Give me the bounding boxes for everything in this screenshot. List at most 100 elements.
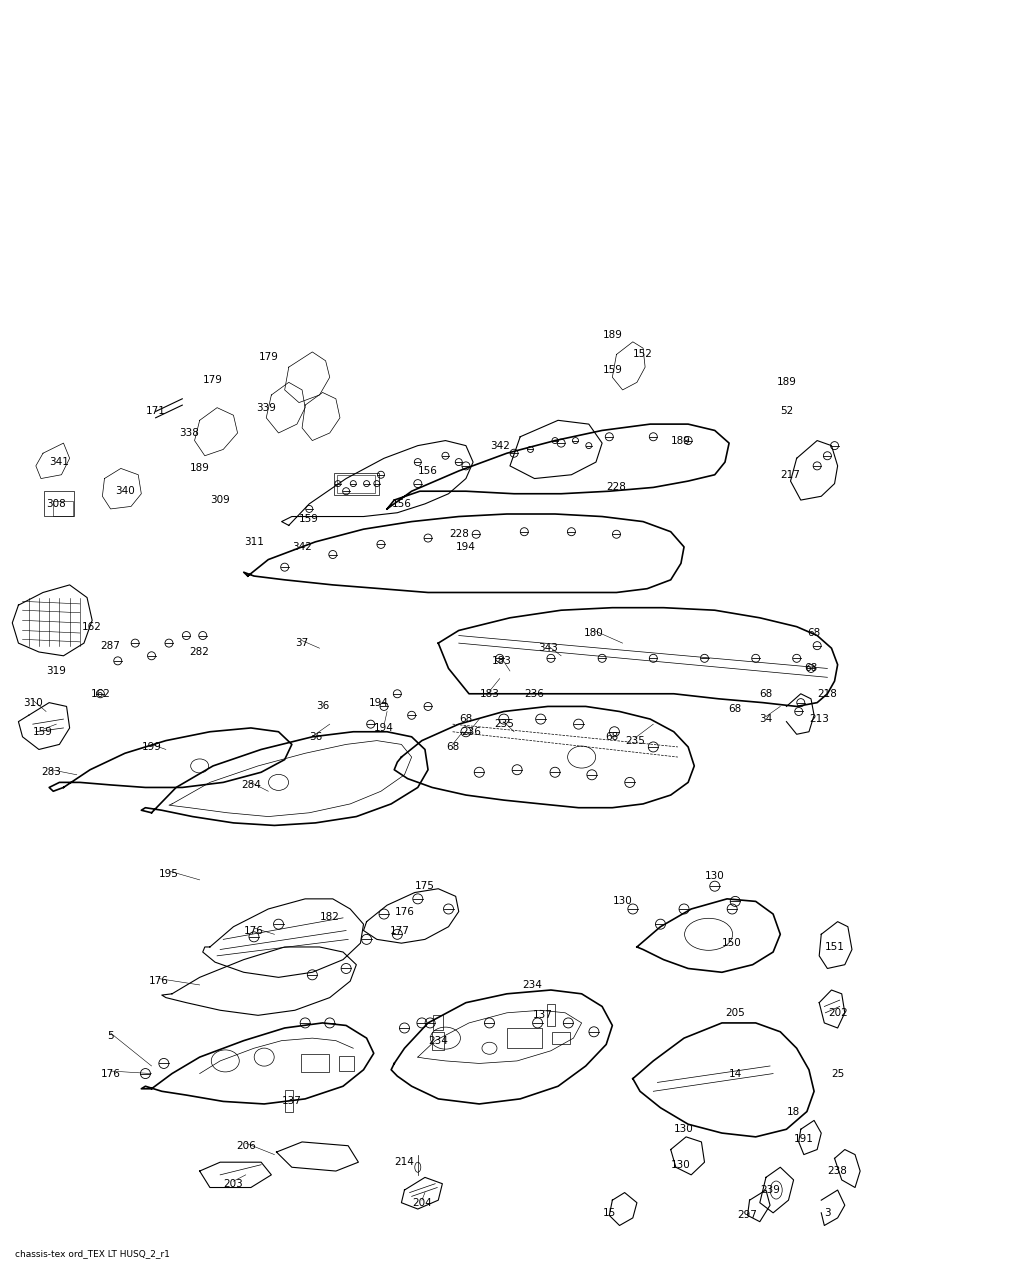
- Text: 338: 338: [179, 428, 200, 438]
- Text: 18: 18: [787, 1106, 800, 1117]
- Text: 130: 130: [671, 1160, 691, 1170]
- Text: 309: 309: [210, 495, 230, 505]
- Bar: [507, 1028, 542, 1048]
- Text: 179: 179: [258, 352, 279, 362]
- Text: 339: 339: [256, 403, 276, 413]
- Text: 171: 171: [145, 406, 166, 417]
- Text: 176: 176: [244, 925, 264, 936]
- Text: 37: 37: [296, 638, 308, 648]
- Bar: [285, 1090, 293, 1113]
- Text: 282: 282: [189, 647, 210, 657]
- Text: 228: 228: [606, 482, 627, 492]
- Text: 297: 297: [737, 1210, 758, 1220]
- Text: 68: 68: [446, 742, 459, 752]
- Text: 176: 176: [148, 976, 169, 986]
- Text: 189: 189: [776, 377, 797, 387]
- Text: 150: 150: [722, 938, 742, 948]
- Text: 15: 15: [603, 1208, 615, 1218]
- Text: 217: 217: [780, 470, 801, 480]
- Bar: [44, 491, 75, 517]
- Text: 162: 162: [90, 689, 111, 699]
- Text: 130: 130: [674, 1124, 694, 1134]
- Text: 236: 236: [461, 727, 481, 737]
- Text: 191: 191: [794, 1134, 814, 1144]
- Text: 319: 319: [46, 666, 67, 676]
- Bar: [301, 1055, 330, 1072]
- Text: 189: 189: [189, 463, 210, 473]
- Bar: [334, 472, 379, 495]
- Text: 236: 236: [524, 689, 545, 699]
- Text: 68: 68: [760, 689, 772, 699]
- Text: 203: 203: [223, 1179, 244, 1189]
- Text: 25: 25: [831, 1069, 844, 1079]
- Bar: [53, 501, 74, 517]
- Text: 156: 156: [391, 499, 412, 509]
- Text: 287: 287: [100, 641, 121, 651]
- Text: chassis-tex ord_TEX LT HUSQ_2_r1: chassis-tex ord_TEX LT HUSQ_2_r1: [15, 1248, 170, 1258]
- Text: 238: 238: [827, 1166, 848, 1176]
- Text: 214: 214: [394, 1157, 415, 1167]
- Text: 137: 137: [282, 1096, 302, 1106]
- Text: 235: 235: [494, 719, 514, 729]
- Text: 130: 130: [705, 871, 725, 881]
- Text: 228: 228: [449, 529, 469, 539]
- Text: 152: 152: [633, 349, 653, 360]
- Text: 218: 218: [817, 689, 838, 699]
- Text: 3: 3: [824, 1208, 830, 1218]
- Text: 151: 151: [824, 942, 845, 952]
- Text: 205: 205: [725, 1008, 745, 1018]
- Text: 159: 159: [602, 365, 623, 375]
- Text: 234: 234: [522, 980, 543, 990]
- Text: 179: 179: [203, 375, 223, 385]
- Text: 310: 310: [23, 698, 43, 708]
- Text: 213: 213: [809, 714, 829, 724]
- Text: 195: 195: [159, 868, 179, 879]
- Text: 5: 5: [108, 1031, 114, 1041]
- Bar: [339, 1056, 353, 1071]
- Text: 234: 234: [428, 1036, 449, 1046]
- Text: 36: 36: [316, 701, 329, 711]
- Text: 130: 130: [612, 896, 633, 906]
- Text: 36: 36: [309, 732, 322, 742]
- Text: 341: 341: [49, 457, 70, 467]
- Text: 343: 343: [538, 643, 558, 653]
- Bar: [337, 475, 376, 492]
- Text: 14: 14: [729, 1069, 741, 1079]
- Text: 68: 68: [805, 663, 817, 674]
- Text: 159: 159: [299, 514, 319, 524]
- Text: 235: 235: [625, 736, 645, 746]
- Text: 137: 137: [532, 1010, 553, 1020]
- Text: 283: 283: [41, 767, 61, 777]
- Text: 194: 194: [369, 698, 389, 708]
- Text: 68: 68: [460, 714, 472, 724]
- Bar: [432, 1032, 444, 1050]
- Bar: [547, 1004, 555, 1027]
- Text: 156: 156: [418, 466, 438, 476]
- Text: 180: 180: [584, 628, 604, 638]
- Text: 199: 199: [141, 742, 162, 752]
- Text: 162: 162: [82, 622, 102, 632]
- Text: 52: 52: [780, 406, 793, 417]
- Text: 176: 176: [394, 906, 415, 917]
- Text: 284: 284: [241, 780, 261, 790]
- Text: 189: 189: [671, 436, 691, 446]
- Text: 175: 175: [415, 881, 435, 891]
- Text: 68: 68: [808, 628, 820, 638]
- Text: 68: 68: [729, 704, 741, 714]
- Text: 342: 342: [292, 542, 312, 552]
- Text: 206: 206: [236, 1141, 256, 1151]
- Text: 159: 159: [33, 727, 53, 737]
- Text: 202: 202: [827, 1008, 848, 1018]
- Text: 34: 34: [760, 714, 772, 724]
- Text: 189: 189: [602, 330, 623, 341]
- Text: 239: 239: [760, 1185, 780, 1195]
- Text: 183: 183: [479, 689, 500, 699]
- Text: 177: 177: [389, 925, 410, 936]
- Text: 342: 342: [489, 441, 510, 451]
- Text: 311: 311: [244, 537, 264, 547]
- Text: 194: 194: [456, 542, 476, 552]
- Text: 194: 194: [374, 723, 394, 733]
- Bar: [433, 1015, 443, 1031]
- Bar: [552, 1032, 570, 1044]
- Text: 176: 176: [100, 1069, 121, 1079]
